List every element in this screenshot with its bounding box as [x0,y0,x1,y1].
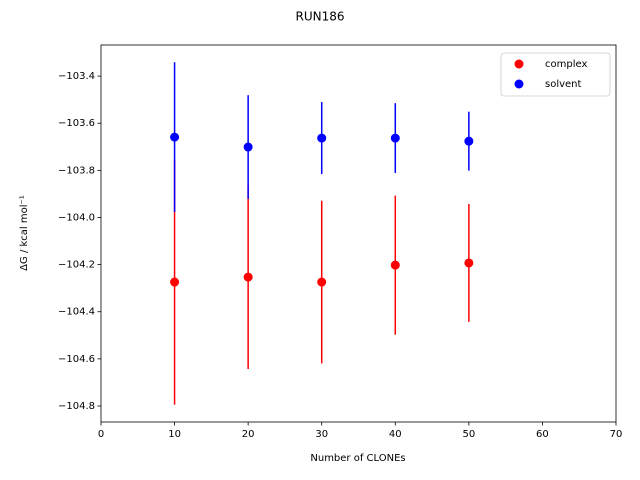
point [317,133,327,143]
x-tick-label: 40 [389,429,402,440]
x-tick-label: 30 [315,429,328,440]
point [243,142,253,152]
x-tick-label: 0 [98,429,104,440]
x-tick-label: 10 [168,429,181,440]
legend-label: complex [545,59,587,70]
point [390,260,400,270]
legend-marker [514,79,524,89]
point [170,277,180,287]
y-tick-label: −103.4 [58,71,95,82]
legend-marker [514,59,524,69]
x-axis-label: Number of CLONEs [310,453,405,464]
chart-title: RUN186 [295,10,344,24]
legend-box [500,52,611,97]
y-tick-label: −104.6 [58,354,95,365]
x-tick-label: 20 [242,429,255,440]
x-tick-label: 70 [610,429,623,440]
y-tick-label: −104.4 [58,307,95,318]
x-tick-label: 60 [536,429,549,440]
y-tick-label: −104.0 [58,212,95,223]
y-tick-label: −103.8 [58,165,95,176]
point [390,133,400,143]
point [317,277,327,287]
axes-frame [100,44,617,423]
x-tick-label: 50 [462,429,475,440]
point [464,136,474,146]
point [464,258,474,268]
y-tick-label: −103.6 [58,118,95,129]
point [243,272,253,282]
legend-label: solvent [545,79,582,90]
y-tick-label: −104.2 [58,260,95,271]
y-axis-label: ΔG / kcal mol⁻¹ [19,195,30,271]
y-tick-label: −104.8 [58,401,95,412]
point [170,132,180,142]
